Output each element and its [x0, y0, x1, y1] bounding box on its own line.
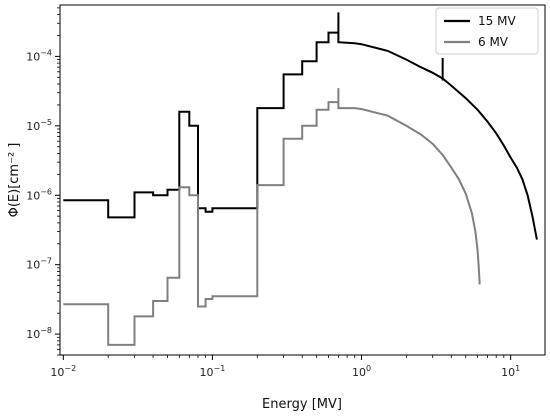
- y-tick-label: 10−7: [26, 257, 52, 272]
- y-axis-title: Φ(E)[cm⁻² ]: [7, 143, 22, 218]
- series-line-15mv: [63, 12, 538, 240]
- x-axis: 10−2 10−1 100 101: [50, 355, 520, 379]
- plot-frame: [59, 4, 546, 356]
- legend: 15 MV 6 MV: [435, 7, 539, 55]
- y-tick-label: 10−8: [26, 326, 52, 341]
- x-tick-label: 101: [501, 364, 520, 379]
- y-tick-label: 10−4: [26, 48, 52, 63]
- y-tick-label: 10−6: [26, 187, 52, 202]
- x-tick-label: 100: [352, 364, 371, 379]
- x-axis-title: Energy [MV]: [262, 397, 342, 412]
- legend-label-15mv: 15 MV: [478, 14, 516, 28]
- y-tick-label: 10−5: [26, 118, 52, 133]
- legend-label-6mv: 6 MV: [478, 35, 509, 49]
- y-axis: 10−8 10−7 10−6 10−5 10−4: [26, 7, 60, 356]
- x-tick-label: 10−2: [50, 364, 76, 379]
- x-tick-label: 10−1: [200, 364, 226, 379]
- series-line-6mv: [63, 88, 481, 346]
- series-layer: [63, 12, 538, 346]
